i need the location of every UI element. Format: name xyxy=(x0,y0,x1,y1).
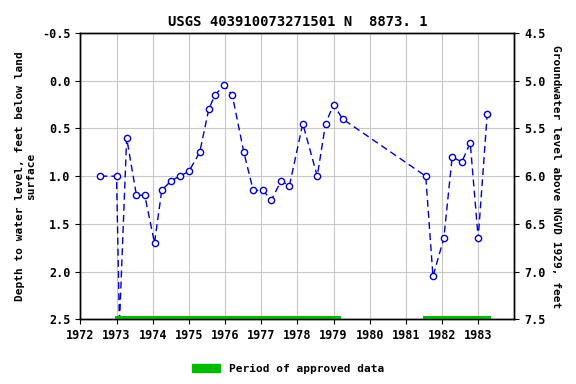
Y-axis label: Groundwater level above NGVD 1929, feet: Groundwater level above NGVD 1929, feet xyxy=(551,45,561,308)
Legend: Period of approved data: Period of approved data xyxy=(188,359,388,379)
Bar xyxy=(423,316,491,323)
Y-axis label: Depth to water level, feet below land
surface: Depth to water level, feet below land su… xyxy=(15,51,37,301)
Title: USGS 403910073271501 N  8873. 1: USGS 403910073271501 N 8873. 1 xyxy=(168,15,427,29)
Bar xyxy=(115,316,341,323)
